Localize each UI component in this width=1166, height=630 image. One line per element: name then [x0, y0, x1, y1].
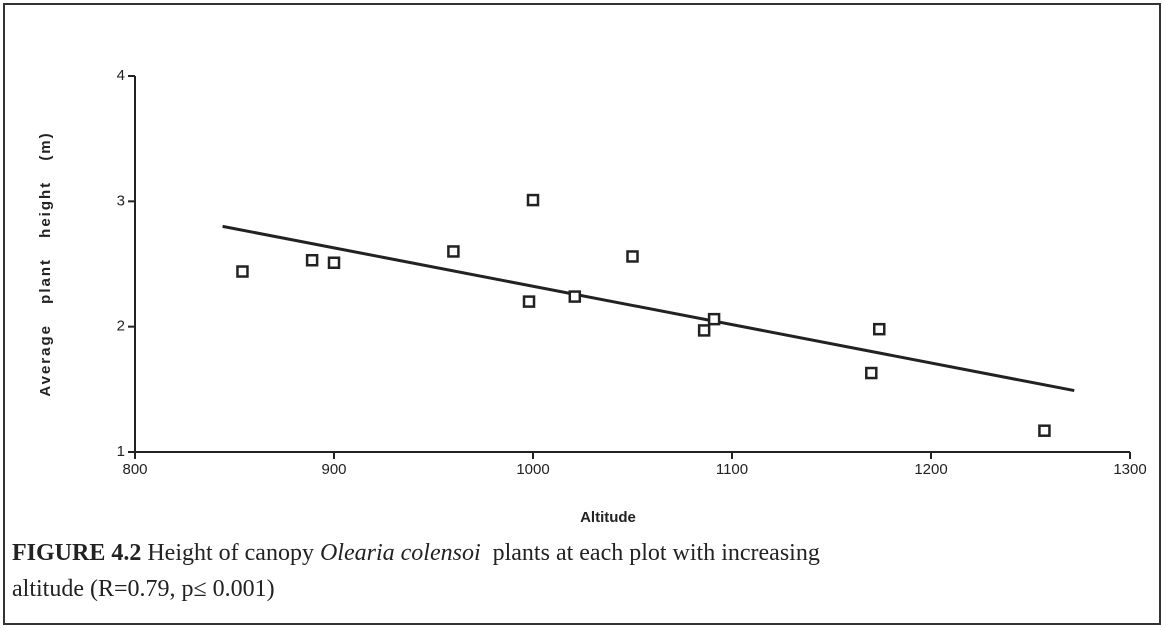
- caption: FIGURE 4.2 Height of canopy Olearia cole…: [12, 535, 820, 607]
- y-tick-label: 2: [117, 318, 125, 335]
- point: [626, 250, 639, 263]
- y-tick-label: 3: [117, 192, 125, 209]
- point: [568, 290, 582, 303]
- point: [447, 245, 460, 258]
- point: [522, 295, 536, 308]
- caption-text: Height of canopy: [147, 540, 314, 566]
- caption-species: Olearia colensoi: [319, 540, 481, 566]
- point: [707, 312, 721, 326]
- x-tick-label: 1300: [1113, 461, 1146, 478]
- point: [526, 193, 540, 207]
- x-tick-label: 900: [321, 461, 346, 478]
- y-tick-label: 4: [117, 67, 125, 84]
- trend-line: [222, 224, 1075, 393]
- point: [236, 265, 249, 278]
- point: [697, 324, 711, 337]
- frame: [3, 3, 1161, 625]
- point: [873, 322, 886, 336]
- x-tick-label: 1000: [516, 461, 549, 478]
- x-axis-label: Altitude: [580, 509, 636, 526]
- point: [1038, 424, 1051, 437]
- y-tick-label: 1: [117, 443, 125, 460]
- x-tick-label: 1200: [914, 461, 947, 478]
- caption-label: FIGURE 4.2: [12, 540, 142, 566]
- caption-text: plants at each plot with increasing: [492, 540, 820, 566]
- point: [305, 253, 319, 267]
- point: [327, 256, 341, 269]
- x-tick-label: 1100: [716, 461, 748, 478]
- caption-text: altitude (R=0.79, p≤ 0.001): [12, 576, 275, 602]
- point: [865, 366, 878, 380]
- chart: Altitude Average plant height (m) 1 2 3 4 80…: [37, 67, 1147, 526]
- y-axis-label: Average plant height (m): [37, 131, 54, 396]
- x-tick-label: 800: [122, 461, 147, 478]
